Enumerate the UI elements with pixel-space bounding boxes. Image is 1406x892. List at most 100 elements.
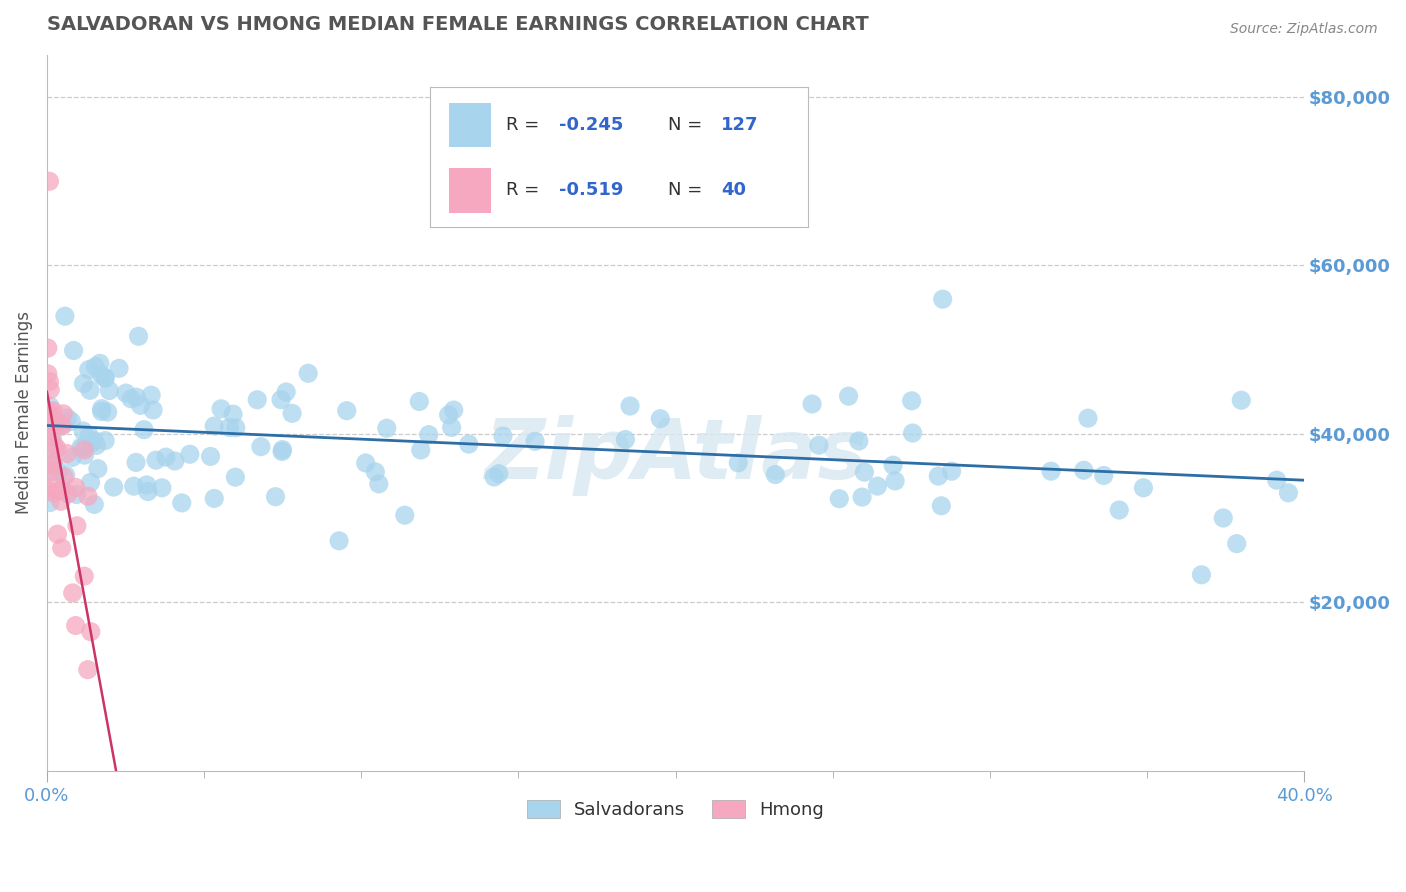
Point [209, 401, 232, 416]
Point [614, 433, 637, 447]
Point [83, 497, 105, 511]
Point [39, 400, 62, 414]
Point [77, 428, 100, 442]
Point [37, 417, 59, 431]
Point [56, 487, 79, 501]
Point [55, 468, 77, 483]
Point [328, 533, 350, 548]
Point [866, 479, 889, 493]
Point [1226, 536, 1249, 550]
Point [155, 450, 177, 464]
Point [838, 389, 860, 403]
Point [62, 586, 84, 600]
Point [46, 527, 69, 541]
Point [65, 618, 87, 632]
Point [46, 442, 69, 456]
Point [82, 435, 104, 450]
Point [1073, 463, 1095, 477]
Point [271, 444, 294, 458]
Point [49, 494, 72, 508]
Point [202, 491, 225, 506]
Point [39, 383, 62, 397]
Point [73, 448, 96, 462]
Point [375, 421, 398, 435]
Point [60, 450, 83, 465]
Point [650, 411, 672, 425]
Point [42, 464, 65, 478]
Point [281, 406, 304, 420]
Point [38, 411, 60, 425]
Point [150, 481, 173, 495]
Point [409, 442, 432, 457]
Point [884, 474, 907, 488]
Point [900, 393, 922, 408]
Point [224, 470, 246, 484]
Point [250, 440, 273, 454]
Point [72, 424, 94, 438]
Point [37, 483, 59, 498]
Point [94, 371, 117, 385]
Point [1040, 464, 1063, 478]
Point [80, 624, 103, 639]
Point [79, 475, 101, 490]
Point [73, 569, 96, 583]
Point [457, 437, 479, 451]
Point [115, 386, 138, 401]
Point [163, 454, 186, 468]
Point [225, 420, 247, 434]
Point [56, 446, 79, 460]
Point [84, 359, 107, 374]
Point [122, 479, 145, 493]
Point [125, 455, 148, 469]
Point [619, 399, 641, 413]
Point [440, 420, 463, 434]
Point [882, 458, 904, 473]
Point [51, 419, 73, 434]
Point [1230, 393, 1253, 408]
Point [297, 366, 319, 380]
Point [901, 425, 924, 440]
Point [42, 404, 65, 418]
Point [51, 541, 73, 555]
Point [929, 499, 952, 513]
Point [120, 392, 142, 406]
Point [94, 434, 117, 448]
Point [38, 375, 60, 389]
Point [52, 407, 75, 421]
Point [218, 420, 240, 434]
Point [72, 376, 94, 391]
Point [103, 480, 125, 494]
Point [354, 456, 377, 470]
Point [142, 403, 165, 417]
Point [97, 405, 120, 419]
Point [42, 486, 65, 500]
Point [94, 371, 117, 385]
Point [1132, 481, 1154, 495]
Point [482, 470, 505, 484]
Point [1092, 468, 1115, 483]
Point [807, 438, 830, 452]
Point [72, 441, 94, 455]
Point [727, 456, 749, 470]
Point [90, 368, 112, 382]
Point [135, 478, 157, 492]
Point [83, 434, 105, 448]
Point [38, 465, 60, 479]
Point [60, 415, 83, 429]
Point [941, 464, 963, 478]
Point [1277, 486, 1299, 500]
Point [222, 407, 245, 421]
Point [38, 404, 60, 418]
Point [39, 495, 62, 509]
Point [98, 384, 121, 398]
Point [53, 309, 76, 323]
Point [49, 483, 72, 498]
Point [77, 362, 100, 376]
Point [179, 447, 201, 461]
Point [763, 467, 786, 482]
Point [90, 401, 112, 416]
Point [246, 392, 269, 407]
Point [1077, 411, 1099, 425]
Point [89, 356, 111, 370]
Point [408, 394, 430, 409]
